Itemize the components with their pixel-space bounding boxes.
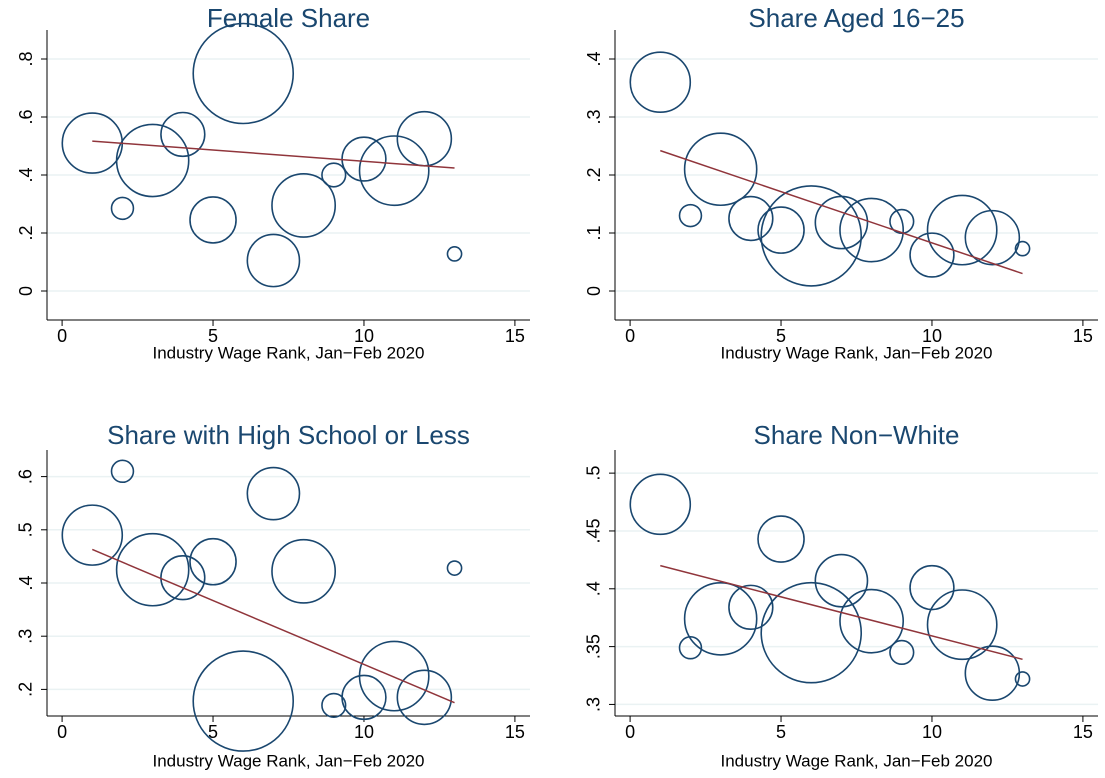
bubble	[110, 196, 135, 221]
bubble	[246, 233, 301, 288]
x-tick-label: 15	[1073, 722, 1093, 742]
bubble	[814, 195, 869, 250]
x-axis-label: Industry Wage Rank, Jan−Feb 2020	[721, 343, 993, 362]
bubble	[396, 110, 453, 167]
bubble	[629, 51, 692, 113]
fit-line	[660, 149, 1023, 275]
x-tick-label: 15	[1073, 326, 1093, 346]
bubble	[321, 692, 347, 718]
y-tick-label: .3	[16, 629, 36, 644]
fit-line	[660, 564, 1023, 661]
x-tick-label: 0	[625, 326, 635, 346]
x-tick-label: 0	[625, 722, 635, 742]
x-tick-label: 0	[57, 326, 67, 346]
x-tick-label: 10	[354, 722, 374, 742]
y-tick-label: .5	[16, 522, 36, 537]
x-tick-label: 15	[505, 722, 525, 742]
x-tick-label: 0	[57, 722, 67, 742]
y-tick-label: .3	[584, 697, 604, 712]
bubble	[683, 581, 758, 656]
bubble	[814, 553, 869, 608]
bubble	[964, 209, 1021, 266]
x-tick-label: 15	[505, 326, 525, 346]
y-tick-label: .35	[584, 634, 604, 659]
bubble	[683, 132, 758, 207]
y-tick-label: 0	[584, 286, 604, 296]
y-tick-label: .2	[16, 225, 36, 240]
bubble	[321, 162, 347, 188]
bubble	[271, 173, 337, 238]
x-tick-label: 10	[922, 326, 942, 346]
y-tick-label: .4	[584, 51, 604, 66]
fit-line	[92, 140, 455, 169]
y-tick-label: .1	[584, 225, 604, 240]
x-tick-label: 5	[208, 722, 218, 742]
x-tick-label: 5	[776, 326, 786, 346]
x-axis-label: Industry Wage Rank, Jan−Feb 2020	[153, 751, 425, 770]
x-axis-label: Industry Wage Rank, Jan−Feb 2020	[153, 343, 425, 362]
bubble	[192, 22, 295, 125]
bubble	[61, 504, 124, 566]
bubble	[926, 194, 998, 266]
y-tick-label: .4	[584, 581, 604, 596]
y-tick-label: .6	[16, 469, 36, 484]
x-axis-label: Industry Wage Rank, Jan−Feb 2020	[721, 751, 993, 770]
bubble	[839, 197, 905, 263]
bubble	[160, 554, 206, 601]
chart-title: Share Non−White	[754, 420, 960, 450]
bubble	[757, 515, 805, 563]
y-tick-label: .2	[584, 167, 604, 182]
x-tick-label: 5	[776, 722, 786, 742]
bubble	[839, 588, 905, 654]
bubble	[629, 473, 692, 536]
y-tick-label: .2	[16, 682, 36, 697]
bubble	[728, 584, 774, 630]
bubble	[271, 538, 337, 604]
bubble	[446, 560, 463, 576]
bubble	[115, 532, 190, 607]
bubble	[110, 459, 135, 484]
x-tick-label: 10	[354, 326, 374, 346]
x-tick-label: 5	[208, 326, 218, 346]
bubble	[678, 203, 703, 228]
bubble	[358, 640, 430, 712]
bubble	[115, 123, 190, 198]
y-tick-label: .45	[584, 518, 604, 543]
bubble	[889, 639, 915, 666]
bubble	[341, 674, 387, 721]
bubble	[189, 537, 237, 586]
y-tick-label: .6	[16, 109, 36, 124]
bubble	[192, 650, 295, 752]
y-tick-label: .5	[584, 466, 604, 481]
y-tick-label: .4	[16, 575, 36, 590]
bubble	[678, 636, 703, 660]
bubble	[189, 196, 237, 244]
chart-title: Share with High School or Less	[107, 420, 470, 450]
y-tick-label: .4	[16, 167, 36, 182]
bubble	[246, 466, 301, 521]
bubble	[760, 581, 863, 684]
chart-title: Female Share	[207, 3, 370, 33]
bubble	[396, 669, 453, 726]
y-tick-label: 0	[16, 286, 36, 296]
x-tick-label: 10	[922, 722, 942, 742]
bubble	[1014, 240, 1031, 257]
y-tick-label: .3	[584, 109, 604, 124]
bubble	[760, 185, 863, 287]
bubble	[446, 246, 463, 262]
bubble	[358, 135, 430, 207]
fit-line	[91, 548, 455, 704]
bubble	[1014, 671, 1031, 687]
bubble	[964, 645, 1021, 702]
chart-title: Share Aged 16−25	[748, 3, 964, 33]
y-tick-label: .8	[16, 51, 36, 66]
bubble	[728, 195, 774, 242]
bubble	[757, 206, 805, 254]
bubble	[926, 589, 998, 661]
bubble	[909, 232, 955, 278]
bubble	[160, 111, 206, 158]
bubble	[909, 564, 955, 611]
